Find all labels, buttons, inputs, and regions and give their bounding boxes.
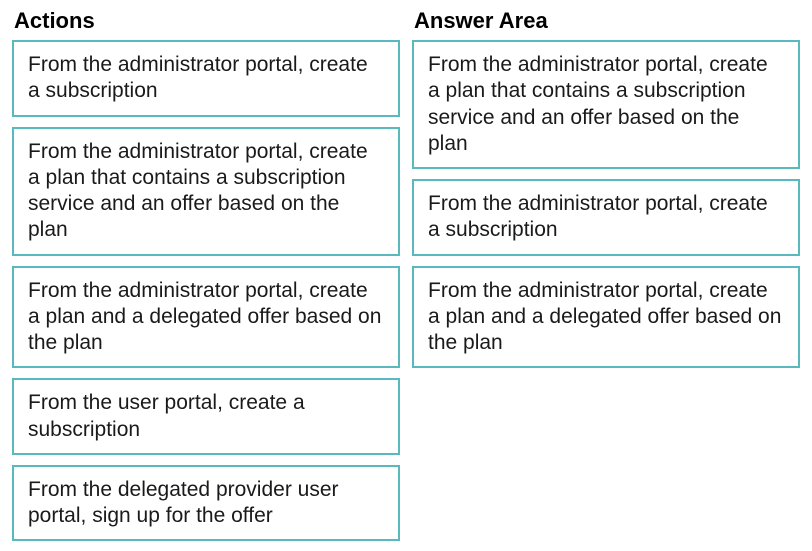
action-item[interactable]: From the administrator portal, create a … xyxy=(12,40,400,117)
action-item[interactable]: From the administrator portal, create a … xyxy=(12,127,400,256)
answer-item[interactable]: From the administrator portal, create a … xyxy=(412,40,800,169)
answer-item-text: From the administrator portal, create a … xyxy=(428,52,784,157)
answer-item-text: From the administrator portal, create a … xyxy=(428,278,784,357)
answer-item[interactable]: From the administrator portal, create a … xyxy=(412,266,800,369)
answer-heading: Answer Area xyxy=(412,8,800,34)
action-item[interactable]: From the administrator portal, create a … xyxy=(12,266,400,369)
answer-column: Answer Area From the administrator porta… xyxy=(412,8,800,551)
action-item-text: From the administrator portal, create a … xyxy=(28,139,384,244)
answer-item[interactable]: From the administrator portal, create a … xyxy=(412,179,800,256)
action-item-text: From the delegated provider user portal,… xyxy=(28,477,384,530)
action-item[interactable]: From the delegated provider user portal,… xyxy=(12,465,400,542)
answer-item-text: From the administrator portal, create a … xyxy=(428,191,784,244)
actions-column: Actions From the administrator portal, c… xyxy=(12,8,400,551)
action-item-text: From the administrator portal, create a … xyxy=(28,278,384,357)
action-item[interactable]: From the user portal, create a subscript… xyxy=(12,378,400,455)
two-column-layout: Actions From the administrator portal, c… xyxy=(12,8,800,551)
action-item-text: From the administrator portal, create a … xyxy=(28,52,384,105)
action-item-text: From the user portal, create a subscript… xyxy=(28,390,384,443)
actions-heading: Actions xyxy=(12,8,400,34)
